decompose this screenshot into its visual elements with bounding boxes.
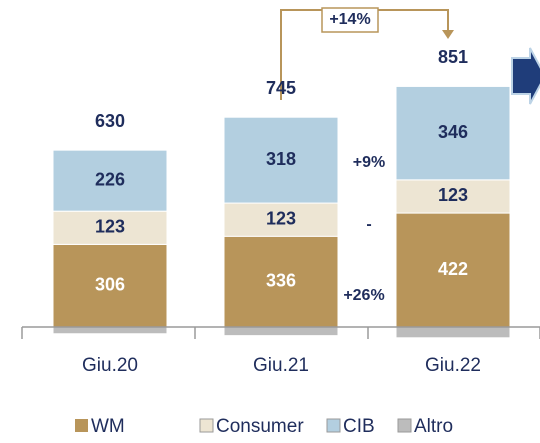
x-tick-label: Giu.21: [253, 355, 309, 376]
value-label: 123: [266, 208, 296, 228]
bracket-arrowhead: [442, 30, 454, 39]
annotation: +9%: [353, 154, 385, 171]
value-label: 123: [438, 185, 468, 205]
arrow-icon: [511, 47, 540, 105]
bar-segment: [223, 235, 339, 328]
bar-segment: [52, 243, 168, 328]
bar-segment: [395, 212, 511, 328]
legend-label: CIB: [343, 416, 375, 437]
growth-box: [321, 7, 379, 33]
bar-segment: [52, 149, 168, 212]
legend-swatch: [199, 418, 214, 433]
value-label: 318: [266, 149, 296, 169]
annotation: +26%: [343, 287, 384, 304]
total-label: 630: [95, 111, 125, 131]
bar-segment: [223, 202, 339, 237]
annotation: -: [366, 216, 371, 233]
legend-swatch: [75, 419, 88, 432]
value-label: 123: [95, 217, 125, 237]
value-label: 336: [266, 270, 296, 290]
legend-label: Altro: [414, 416, 453, 437]
value-label: 226: [95, 169, 125, 189]
bar-segment: [395, 85, 511, 181]
bar-segment: [395, 326, 511, 339]
legend-swatch: [397, 418, 412, 433]
bar-segment: [223, 326, 339, 337]
total-label: 745: [266, 78, 296, 98]
legend-label: Consumer: [216, 416, 304, 437]
x-tick-label: Giu.22: [425, 355, 481, 376]
legend-label: WM: [91, 416, 125, 437]
legend-swatch: [326, 418, 341, 433]
value-label: 346: [438, 122, 468, 142]
bar-segment: [395, 179, 511, 214]
bar-segment: [223, 116, 339, 204]
total-label: 851: [438, 47, 468, 67]
bar-segment: [52, 326, 168, 335]
value-label: 422: [438, 259, 468, 279]
x-tick-label: Giu.20: [82, 355, 138, 376]
annotation: +14%: [329, 11, 370, 28]
value-label: 306: [95, 274, 125, 294]
